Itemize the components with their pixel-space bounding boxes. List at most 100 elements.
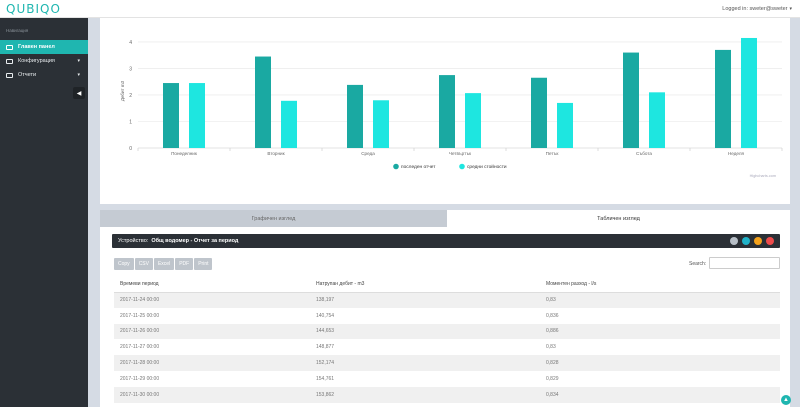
table-row: 2017-11-27 00:00 148,877 0,83 <box>114 339 780 356</box>
y-tick-label: 0 <box>129 146 132 152</box>
device-name: Общ водомер - Отчет за период <box>151 238 239 244</box>
cell-flow: 0,83 <box>540 292 780 308</box>
table-row: 2017-11-25 00:00 140,754 0,836 <box>114 307 780 324</box>
column-header-volume[interactable]: Натрупан дебит - m3 <box>310 276 540 293</box>
x-tick-label: Вторник <box>267 151 285 156</box>
refresh-icon[interactable] <box>742 237 750 245</box>
sidebar-item-label: Главен панел <box>18 44 55 50</box>
cell-period: 2017-11-24 00:00 <box>114 292 310 308</box>
pdf-button[interactable]: PDF <box>175 258 194 270</box>
bar-last-report <box>439 75 455 148</box>
monitor-icon <box>6 44 13 50</box>
sidebar-item-dashboard[interactable]: Главен панел <box>0 40 88 54</box>
view-tabs: Графичен изглед Табличен изглед <box>100 210 790 227</box>
cell-period: 2017-11-28 00:00 <box>114 355 310 371</box>
bar-average <box>189 83 205 148</box>
cell-flow: 0,83 <box>540 339 780 356</box>
cell-flow: 0,836 <box>540 307 780 324</box>
cell-flow: 0,829 <box>540 370 780 387</box>
user-menu[interactable]: Logged in: sweter@sweter ▾ <box>722 6 792 12</box>
tab-table-view[interactable]: Табличен изглед <box>447 210 790 227</box>
column-header-flow[interactable]: Моментен разход - l/s <box>540 276 780 293</box>
x-tick-label: Понеделник <box>171 151 198 156</box>
sidebar-item-reports[interactable]: Отчети ▾ <box>0 68 88 82</box>
cell-flow: 0,886 <box>540 323 780 340</box>
bar-average <box>557 102 573 148</box>
legend-item: средни стойности <box>467 163 507 170</box>
cell-volume: 153,862 <box>310 386 540 403</box>
excel-button[interactable]: Excel <box>153 258 175 270</box>
chevron-down-icon: ▾ <box>77 58 80 64</box>
tab-graph-view[interactable]: Графичен изглед <box>100 210 447 227</box>
x-tick-label: Неделя <box>728 151 745 156</box>
sidebar-heading: Навигация <box>6 28 29 33</box>
top-bar: QUBIQO Logged in: sweter@sweter ▾ <box>0 0 800 18</box>
chevron-up-icon: ▲ <box>783 397 789 403</box>
cell-period: 2017-11-27 00:00 <box>114 339 310 356</box>
bar-average <box>373 100 389 148</box>
table-row: 2017-11-28 00:00 152,174 0,828 <box>114 355 780 371</box>
y-tick-label: 4 <box>129 40 132 46</box>
sidebar-item-configuration[interactable]: Конфигурация ▾ <box>0 54 88 68</box>
bar-last-report <box>255 56 271 149</box>
csv-button[interactable]: CSV <box>134 258 153 270</box>
cell-volume: 152,174 <box>310 355 540 371</box>
table-row: 2017-11-24 00:00 138,197 0,83 <box>114 292 780 308</box>
legend-item: последен отчет <box>401 165 436 170</box>
app-logo[interactable]: QUBIQO <box>6 2 61 16</box>
search-label: Search: <box>689 261 707 267</box>
search-input[interactable] <box>709 257 780 269</box>
chart-watermark[interactable]: Highcharts.com <box>749 174 776 178</box>
scroll-to-top-button[interactable]: ▲ <box>781 395 791 405</box>
cell-flow: 0,828 <box>540 355 780 371</box>
panel-controls <box>730 237 774 245</box>
bar-last-report <box>531 77 547 148</box>
device-label: Устройство: <box>118 238 149 244</box>
bar-average <box>649 92 665 148</box>
x-tick-label: Събота <box>636 151 652 156</box>
user-menu-label: Logged in: sweter@sweter <box>722 6 788 12</box>
data-table: Времеви период Натрупан дебит - m3 Момен… <box>114 276 780 403</box>
cell-flow: 0,834 <box>540 386 780 403</box>
cell-volume: 138,197 <box>310 292 540 308</box>
print-button[interactable]: Print <box>194 258 213 270</box>
bar-average <box>465 93 481 148</box>
cell-volume: 144,653 <box>310 323 540 340</box>
cell-volume: 140,754 <box>310 307 540 324</box>
sidebar-item-label: Отчети <box>18 72 37 78</box>
minimize-icon[interactable] <box>754 237 762 245</box>
sidebar-item-label: Конфигурация <box>18 58 55 64</box>
column-header-period[interactable]: Времеви период <box>114 276 310 293</box>
legend-marker <box>459 163 465 170</box>
table-row: 2017-11-29 00:00 154,761 0,829 <box>114 370 780 387</box>
legend-marker <box>393 163 399 170</box>
y-axis-label: Дебит m3 <box>120 80 125 101</box>
cell-period: 2017-11-26 00:00 <box>114 323 310 340</box>
x-tick-label: Петък <box>546 151 560 156</box>
table-panel: Графичен изглед Табличен изглед Устройст… <box>100 210 790 407</box>
sidebar-collapse-button[interactable]: ◀ <box>73 87 85 99</box>
caret-down-icon: ▾ <box>789 6 792 12</box>
bar-chart: 0 1 2 3 4 Дебит m3 Понеделник Вторник Среда Четвъ… <box>120 37 783 170</box>
bar-last-report <box>163 83 179 148</box>
y-tick-label: 1 <box>129 119 132 125</box>
bar-last-report <box>347 84 363 148</box>
chevron-left-icon: ◀ <box>76 90 82 97</box>
close-icon[interactable] <box>766 237 774 245</box>
y-tick-label: 2 <box>129 93 132 99</box>
cell-period: 2017-11-30 00:00 <box>114 386 310 403</box>
table-header-row: Времеви период Натрупан дебит - m3 Момен… <box>114 276 780 293</box>
sidebar: Навигация Главен панел Конфигурация ▾ От… <box>0 18 88 407</box>
export-buttons: Copy CSV Excel PDF Print <box>114 258 213 270</box>
y-tick-label: 3 <box>129 66 132 72</box>
cell-period: 2017-11-25 00:00 <box>114 307 310 324</box>
bar-average <box>741 37 757 148</box>
table-row: 2017-11-26 00:00 144,653 0,886 <box>114 323 780 340</box>
copy-button[interactable]: Copy <box>114 258 134 270</box>
chart-panel: 0 1 2 3 4 Дебит m3 Понеделник Вторник Среда Четвъ… <box>100 18 790 204</box>
settings-icon[interactable] <box>730 237 738 245</box>
bar-last-report <box>715 49 731 148</box>
chevron-down-icon: ▾ <box>77 72 80 78</box>
cell-volume: 148,877 <box>310 339 540 356</box>
list-icon <box>6 58 13 64</box>
